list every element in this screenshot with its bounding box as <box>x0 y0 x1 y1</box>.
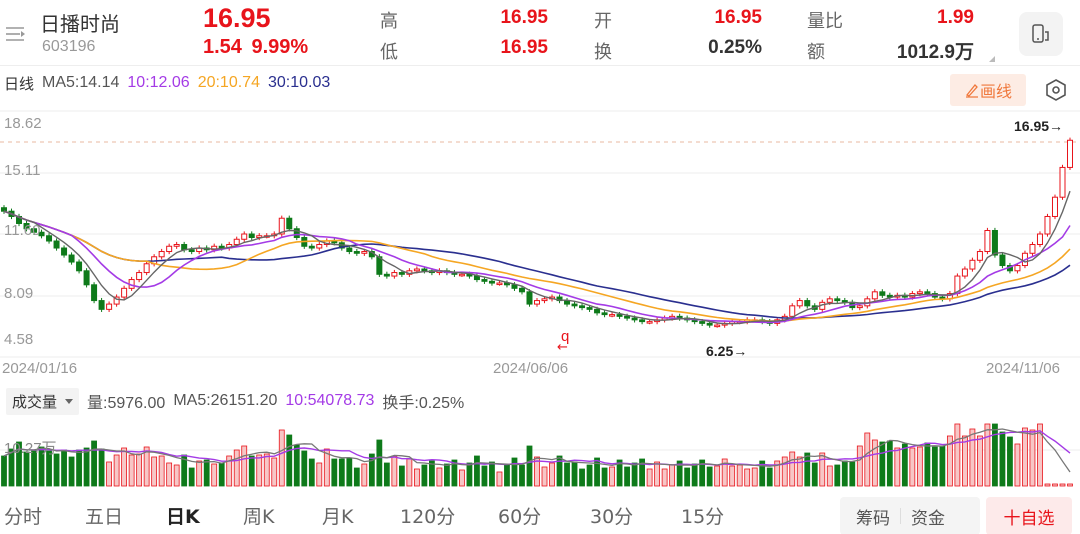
volume-chart[interactable] <box>0 418 1080 488</box>
funds-button[interactable]: 资金 <box>911 508 945 529</box>
turnover-rate: 换手:0.25% <box>382 395 465 412</box>
chip-fund-group: 筹码 资金 <box>840 497 980 534</box>
volume-indicator-bar: 成交量 量:5976.00 MA5:26151.20 10:54078.73 换… <box>0 386 1080 416</box>
y-tick-4: 8.09 <box>4 285 34 302</box>
indicator-selector[interactable]: 成交量 <box>6 387 80 415</box>
high-value: 16.95 <box>500 7 548 28</box>
amount-value: 1012.9万 <box>896 42 974 63</box>
date-start: 2024/01/16 <box>2 360 78 377</box>
open-label: 开 <box>594 11 612 32</box>
divider <box>900 508 901 524</box>
y-tick-max: 18.62 <box>4 115 42 132</box>
add-to-watchlist-button[interactable]: 十自选 <box>986 497 1072 534</box>
candlestick-chart[interactable] <box>0 110 1080 360</box>
y-tick-2: 15.11 <box>4 162 41 179</box>
menu-icon[interactable] <box>4 24 28 44</box>
max-price-marker: 16.95→ <box>1014 118 1064 134</box>
date-mid: 2024/06/06 <box>493 360 569 377</box>
pencil-icon <box>965 84 978 98</box>
change-percent: 9.99% <box>251 36 309 58</box>
stock-name: 日播时尚 <box>40 12 120 36</box>
volume-y-tick: 10.27万 <box>4 440 57 457</box>
low-value: 16.95 <box>500 37 548 58</box>
quote-header: 日播时尚 603196 16.95 1.54 9.99% 高 16.95 低 1… <box>0 0 1080 66</box>
tab-15min[interactable]: 15分 <box>681 506 725 528</box>
expand-corner-icon[interactable] <box>989 56 995 62</box>
draw-line-button[interactable]: 画线 <box>950 74 1026 106</box>
date-end: 2024/11/06 <box>986 360 1060 377</box>
ma-indicator-bar: 日线 MA5:14.14 10:12.06 20:10.74 30:10.03 <box>0 68 1080 98</box>
tab-intraday[interactable]: 分时 <box>4 506 43 528</box>
min-price-marker: 6.25→ <box>706 343 748 359</box>
tab-monthly-k[interactable]: 月K <box>322 506 354 528</box>
y-tick-min: 4.58 <box>4 331 34 348</box>
tab-five-day[interactable]: 五日 <box>85 506 124 528</box>
volume-ratio-value: 1.99 <box>937 7 974 28</box>
volume-ratio-label: 量比 <box>807 11 843 32</box>
indicator-selector-label: 成交量 <box>12 392 58 411</box>
high-label: 高 <box>380 11 398 32</box>
draw-line-label: 画线 <box>979 82 1012 101</box>
tab-30min[interactable]: 30分 <box>590 506 634 528</box>
y-tick-3: 11.60 <box>4 222 41 239</box>
caret-down-icon <box>65 398 74 404</box>
volume-value: 量:5976.00 <box>87 395 166 412</box>
turnover-value: 0.25% <box>708 37 762 58</box>
tab-weekly-k[interactable]: 周K <box>243 506 275 528</box>
tab-120min[interactable]: 120分 <box>400 506 456 528</box>
settings-hexagon-icon[interactable] <box>1043 77 1069 103</box>
tab-60min[interactable]: 60分 <box>498 506 542 528</box>
ma10-value: 10:12.06 <box>127 74 190 91</box>
period-tabs: 分时 五日 日K 周K 月K 120分 60分 30分 15分 <box>0 496 830 534</box>
change-amount: 1.54 <box>203 36 242 58</box>
ma20-value: 20:10.74 <box>197 74 260 91</box>
phone-rotate-icon <box>1032 24 1049 43</box>
scroll-left-arrow-icon[interactable]: ← <box>557 340 568 355</box>
stock-code: 603196 <box>42 38 96 55</box>
landscape-toggle-button[interactable] <box>1019 12 1063 56</box>
tab-daily-k[interactable]: 日K <box>166 506 200 528</box>
event-marker-q[interactable]: q <box>561 328 570 345</box>
chips-button[interactable]: 筹码 <box>856 508 890 529</box>
low-label: 低 <box>380 42 398 63</box>
ma30-value: 30:10.03 <box>267 74 331 91</box>
current-price: 16.95 <box>203 3 271 33</box>
period-title: 日线 <box>4 74 35 93</box>
volume-ma10: 10:54078.73 <box>285 392 375 409</box>
open-value: 16.95 <box>714 7 762 28</box>
ma5-value: MA5:14.14 <box>42 74 120 91</box>
turnover-label: 换 <box>594 42 612 63</box>
volume-ma5: MA5:26151.20 <box>173 392 278 409</box>
price-change: 1.54 9.99% <box>203 36 308 59</box>
amount-label: 额 <box>807 42 825 63</box>
